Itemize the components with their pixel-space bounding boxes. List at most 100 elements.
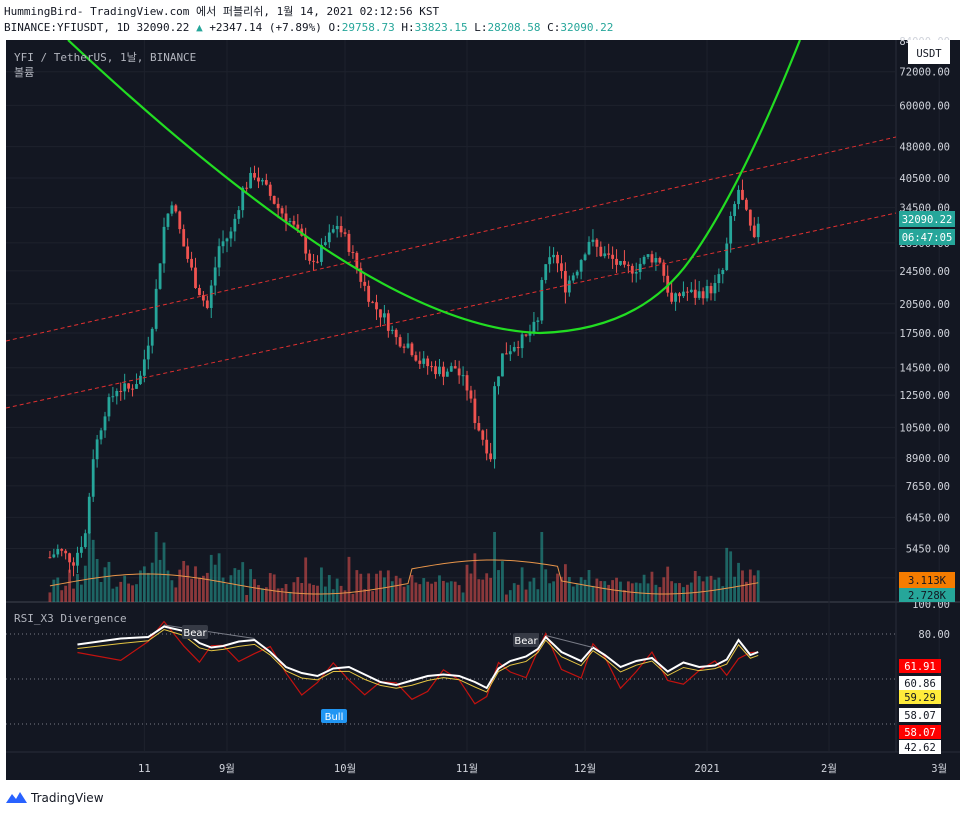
candle-body [438, 366, 441, 375]
volume-bar [87, 532, 91, 602]
rsi-lines [77, 620, 759, 705]
volume-bar [752, 575, 756, 602]
candle-body [249, 172, 252, 189]
volume-bar [237, 569, 241, 602]
candle-body [442, 366, 445, 377]
volume-bar [253, 579, 256, 602]
rsi-tag-bg [899, 725, 941, 739]
chart-canvas[interactable] [6, 40, 960, 780]
volume-bar [111, 588, 115, 602]
candle-body [642, 256, 646, 264]
volume-bar [308, 583, 312, 602]
volume-bar [225, 584, 229, 602]
volume-bar [481, 579, 485, 602]
volume-bar [532, 577, 536, 602]
volume-bar [583, 579, 587, 602]
volume-bar [103, 567, 107, 602]
volume-tag-orange: 3.113K [908, 575, 947, 587]
volume-bar [556, 573, 559, 602]
candle-body [607, 253, 611, 255]
volume-legend[interactable]: 볼륨 [14, 66, 34, 79]
candle-body [469, 390, 473, 399]
volume-bar [693, 570, 697, 602]
price-tick-label: 60000.00 [899, 100, 950, 112]
volume-bar [536, 589, 540, 602]
candle-body [449, 366, 453, 372]
candle-body [563, 271, 567, 293]
candle-body [457, 368, 461, 376]
volume-bar [233, 568, 237, 602]
volume-bar [465, 564, 469, 602]
volume-bar [678, 583, 681, 602]
candle-body [146, 345, 150, 360]
candle-body [83, 533, 87, 548]
candle-body [60, 549, 64, 551]
rsi-value-tags: 61.91 60.86 59.29 58.07 58.07 42.62 [899, 659, 941, 754]
unit-label[interactable]: USDT [916, 48, 942, 60]
candle-body [72, 562, 75, 566]
rsi-tag-bg [899, 690, 941, 704]
candle-body [532, 321, 536, 334]
volume-bar [571, 586, 575, 602]
drawing-overlays[interactable] [6, 40, 896, 409]
bear-divergence-line [163, 624, 255, 639]
brand-name[interactable]: TradingView [30, 791, 104, 805]
volume-bar [205, 572, 209, 602]
candle-body [127, 383, 131, 389]
candle-body [213, 267, 217, 286]
volume-bar [477, 579, 481, 602]
volume-bar [209, 554, 213, 602]
volume-bar [95, 558, 99, 602]
candle-body [497, 376, 500, 387]
candle-body [473, 398, 477, 424]
candle-body [48, 557, 52, 559]
volume-bar [241, 562, 245, 602]
volume-bar [398, 578, 402, 602]
rsi-tag: 58.07 [904, 710, 936, 722]
volume-bar [563, 564, 567, 602]
volume-bar [575, 583, 579, 602]
candle-body [280, 208, 284, 214]
rsi-tag: 59.29 [904, 692, 936, 704]
volume-bar [48, 592, 52, 602]
rsi-legend[interactable]: RSI_X3 Divergence [14, 612, 127, 625]
volume-bar [619, 581, 622, 602]
candle-body [402, 346, 406, 348]
rsi-tag: 60.86 [904, 678, 936, 690]
volume-bar [276, 588, 280, 602]
volume-bar [430, 583, 434, 602]
tradingview-logo-icon[interactable] [6, 792, 27, 803]
symbol-legend[interactable]: YFI / TetherUS, 1날, BINANCE [14, 51, 196, 64]
channel-lower-line[interactable] [6, 212, 896, 409]
candle-body [375, 302, 378, 310]
candle-body [689, 289, 693, 293]
candle-body [382, 313, 386, 318]
price-tick-label: 24500.00 [899, 266, 950, 278]
candle-body [142, 359, 146, 376]
volume-bar [725, 547, 729, 602]
candle-body [626, 264, 630, 266]
channel-upper-line[interactable] [6, 136, 896, 342]
volume-bar [198, 577, 201, 602]
candle-body [508, 351, 512, 355]
time-axis[interactable]: 11 9월 10월 11월 12월 2021 2월 3월 [138, 763, 947, 775]
volume-bar [544, 569, 548, 602]
volume-bar [697, 576, 701, 602]
rounding-arc[interactable] [67, 40, 802, 335]
volume-bar [245, 594, 249, 602]
volume-bar [469, 573, 473, 602]
volume-bar [64, 585, 68, 602]
volume-tag-green: 2.728K [908, 590, 947, 602]
candle-body [257, 177, 260, 182]
volume-bar [264, 587, 268, 602]
candle-body [544, 264, 548, 280]
candle-body [351, 251, 355, 253]
price-tick-label: 6450.00 [906, 512, 950, 524]
candle-body [131, 388, 134, 390]
volume-bar [595, 578, 599, 602]
candle-body [56, 549, 60, 555]
candle-body [363, 281, 367, 286]
volume-bar [257, 585, 260, 602]
candle-body [379, 309, 382, 318]
